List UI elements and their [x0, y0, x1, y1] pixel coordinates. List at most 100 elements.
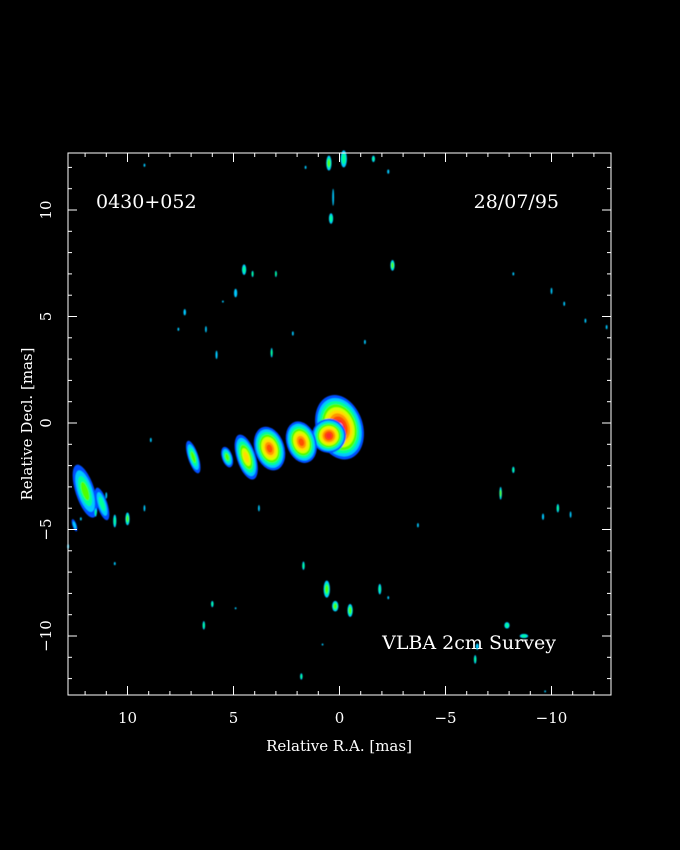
jet-contour-level-4: [225, 453, 230, 461]
noise-blob: [125, 512, 130, 526]
noise-blob: [541, 513, 545, 520]
noise-blob: [473, 655, 477, 664]
noise-blob: [584, 318, 587, 323]
noise-blob: [326, 155, 332, 171]
noise-blob: [332, 600, 339, 612]
observation-date-label: 28/07/95: [474, 191, 559, 213]
blob-contour-level-3: [348, 607, 352, 614]
blob-contour-level-1: [143, 505, 146, 512]
blob-contour-level-1: [258, 505, 260, 512]
noise-blob: [149, 437, 152, 443]
noise-blob: [556, 503, 560, 513]
intensity-map: [67, 150, 608, 693]
jet-component: [185, 440, 201, 474]
x-tick-label: 5: [229, 709, 239, 727]
blob-contour-level-1: [234, 288, 238, 298]
noise-blob: [94, 508, 97, 517]
noise-blob: [300, 673, 303, 680]
blob-contour-level-1: [143, 163, 146, 167]
blob-contour-level-3: [126, 515, 129, 522]
jet-contour-level-8: [298, 438, 305, 447]
noise-blob: [569, 511, 572, 518]
blob-contour-level-1: [113, 561, 116, 566]
noise-blob: [340, 150, 347, 168]
noise-blob: [270, 347, 273, 358]
blob-contour-level-3: [325, 585, 329, 594]
blob-contour-level-1: [304, 165, 307, 169]
noise-blob: [304, 165, 307, 169]
jet-component: [285, 421, 317, 463]
jet-component: [234, 434, 258, 480]
blob-contour-level-1: [222, 300, 224, 303]
noise-blob: [504, 622, 510, 629]
x-tick-label: −10: [536, 709, 568, 727]
blob-contour-level-3: [333, 603, 337, 609]
jet-contour-level-4: [190, 451, 196, 463]
blob-contour-level-2: [300, 674, 303, 679]
blob-contour-level-1: [584, 318, 587, 323]
blob-contour-level-2: [302, 562, 305, 569]
noise-blob: [512, 466, 515, 474]
source-name-label: 0430+052: [96, 191, 197, 213]
noise-blob: [302, 561, 305, 570]
blob-contour-level-1: [475, 643, 479, 650]
blob-contour-level-2: [556, 505, 559, 511]
noise-blob: [387, 169, 390, 174]
noise-blob: [113, 561, 116, 566]
blob-contour-level-1: [321, 643, 324, 646]
blob-contour-level-3: [327, 159, 331, 167]
noise-blob: [563, 301, 566, 306]
jet-contour-level-9: [326, 432, 332, 439]
noise-blob: [79, 517, 82, 521]
noise-blob: [291, 331, 294, 336]
blob-contour-level-2: [242, 266, 246, 274]
jet-contour-level-8: [266, 444, 273, 453]
blob-contour-level-3: [391, 262, 394, 268]
noise-blob: [475, 643, 479, 650]
blob-contour-level-2: [211, 601, 214, 607]
blob-contour-level-2: [202, 622, 205, 629]
blob-contour-level-1: [387, 169, 390, 174]
noise-blob: [275, 270, 277, 278]
noise-blob: [251, 270, 254, 278]
blob-contour-level-2: [275, 271, 277, 276]
noise-blob: [605, 325, 608, 330]
blob-contour-level-1: [183, 309, 187, 316]
blob-contour-level-1: [79, 517, 82, 521]
blob-contour-level-1: [550, 287, 553, 295]
blob-contour-level-2: [251, 271, 254, 276]
noise-blob: [332, 188, 335, 206]
x-tick-label: 0: [335, 709, 345, 727]
jet-component: [311, 418, 346, 453]
jet-component: [72, 464, 98, 518]
noise-blob: [387, 596, 390, 600]
noise-blob: [371, 155, 376, 163]
noise-blob: [323, 580, 330, 598]
survey-label: VLBA 2cm Survey: [381, 632, 556, 654]
blob-contour-level-1: [544, 690, 547, 693]
y-tick-label: 5: [37, 312, 55, 322]
blob-contour-level-2: [94, 509, 97, 516]
blob-contour-level-2: [505, 623, 509, 628]
noise-blob: [390, 260, 395, 271]
noise-blob: [347, 604, 353, 617]
jet-component: [71, 519, 78, 532]
blob-contour-level-3: [499, 490, 502, 497]
noise-blob: [499, 486, 502, 500]
blob-contour-level-2: [474, 656, 477, 663]
blob-contour-level-2: [113, 516, 116, 526]
blob-contour-level-1: [215, 350, 218, 360]
blob-contour-level-1: [387, 596, 390, 600]
blob-contour-level-1: [512, 272, 515, 276]
y-tick-label: 0: [37, 418, 55, 428]
blob-contour-level-1: [234, 607, 237, 610]
blob-contour-level-2: [329, 215, 333, 222]
noise-blob: [328, 213, 334, 224]
jet-component: [221, 446, 234, 468]
blob-contour-level-2: [270, 349, 273, 356]
noise-blob: [183, 309, 187, 316]
blob-contour-level-1: [541, 513, 545, 520]
blob-contour-level-1: [291, 331, 294, 336]
noise-blob: [177, 327, 180, 331]
